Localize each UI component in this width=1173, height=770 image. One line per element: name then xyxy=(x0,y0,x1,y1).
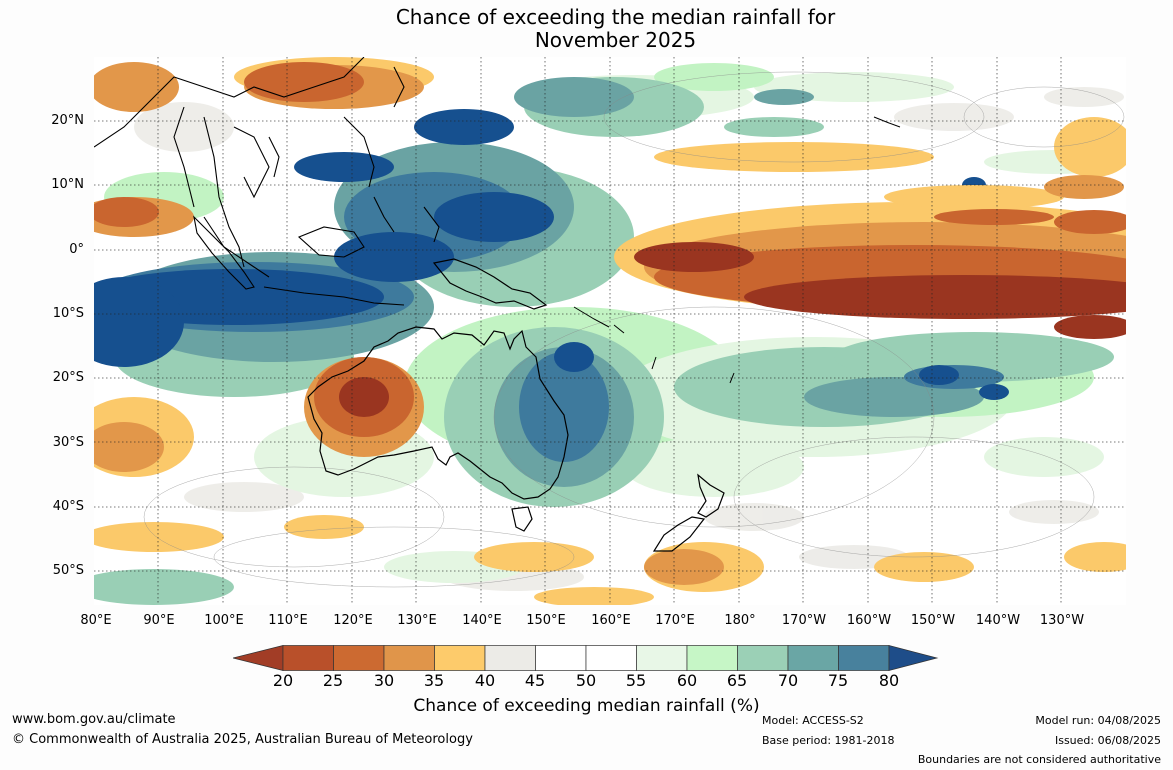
colorbar-tick-75: 75 xyxy=(827,671,849,690)
colorbar xyxy=(233,645,939,671)
new-zealand-coastline xyxy=(652,473,725,552)
colorbar-cell-75-80 xyxy=(838,645,890,671)
colorbar-extend-low xyxy=(233,645,284,671)
lon-label-150w: 150°W xyxy=(910,613,956,628)
lat-label-50s: 50°S xyxy=(52,563,84,578)
se-asia-coastline xyxy=(94,57,440,306)
lat-label-30s: 30°S xyxy=(52,435,84,450)
australia-coastline xyxy=(307,326,569,500)
lon-label-180: 180° xyxy=(724,613,756,628)
colorbar-tick-65: 65 xyxy=(726,671,748,690)
lon-label-140e: 140°E xyxy=(462,613,502,628)
colorbar-extend-high xyxy=(888,645,939,671)
colorbar-tick-55: 55 xyxy=(625,671,647,690)
footer-issued: Issued: 06/08/2025 xyxy=(1054,734,1161,747)
lon-label-140w: 140°W xyxy=(975,613,1021,628)
map-title-line2: November 2025 xyxy=(534,28,697,52)
colorbar-tick-50: 50 xyxy=(575,671,597,690)
colorbar-tick-40: 40 xyxy=(474,671,496,690)
lon-label-170e: 170°E xyxy=(655,613,695,628)
very-low-patches xyxy=(339,242,1126,417)
footer-base-period: Base period: 1981-2018 xyxy=(762,734,895,747)
lon-label-110e: 110°E xyxy=(268,613,308,628)
lon-label-100e: 100°E xyxy=(204,613,244,628)
lon-label-80e: 80°E xyxy=(80,613,112,628)
colorbar-tick-45: 45 xyxy=(524,671,546,690)
lat-label-10s: 10°S xyxy=(52,306,84,321)
graticule xyxy=(94,57,1126,605)
colorbar-tick-60: 60 xyxy=(676,671,698,690)
colorbar-cell-20-25 xyxy=(282,645,334,671)
lat-label-10n: 10°N xyxy=(51,177,84,192)
colorbar-cell-55-60 xyxy=(636,645,688,671)
colorbar-tick-25: 25 xyxy=(322,671,344,690)
contour-lines xyxy=(143,71,1125,588)
colorbar-tick-70: 70 xyxy=(777,671,799,690)
colorbar-cell-65-70 xyxy=(737,645,789,671)
colorbar-cell-30-35 xyxy=(383,645,435,671)
pacific-islands xyxy=(573,116,901,384)
tasmania-coastline xyxy=(511,506,533,532)
colorbar-cell-60-65 xyxy=(686,645,738,671)
colorbar-tick-20: 20 xyxy=(272,671,294,690)
colorbar-tick-35: 35 xyxy=(423,671,445,690)
footer-model: Model: ACCESS-S2 xyxy=(762,714,864,727)
colorbar-cell-35-40 xyxy=(434,645,486,671)
map-title-line1: Chance of exceeding the median rainfall … xyxy=(395,5,836,29)
lat-label-20s: 20°S xyxy=(52,370,84,385)
lat-label-20n: 20°N xyxy=(51,113,84,128)
colorbar-cell-40-45 xyxy=(484,645,536,671)
colorbar-label: Chance of exceeding median rainfall (%) xyxy=(413,696,760,716)
colorbar-cell-70-75 xyxy=(787,645,839,671)
colorbar-tick-80: 80 xyxy=(878,671,900,690)
colorbar-tick-30: 30 xyxy=(373,671,395,690)
sumatra-coastline xyxy=(193,215,255,290)
rainfall-probability-map xyxy=(94,57,1126,605)
lat-label-equator: 0° xyxy=(69,242,84,257)
lon-label-170w: 170°W xyxy=(781,613,827,628)
footer-disclaimer: Boundaries are not considered authoritat… xyxy=(917,753,1161,766)
lon-label-150e: 150°E xyxy=(526,613,566,628)
lon-label-120e: 120°E xyxy=(333,613,373,628)
new-guinea-coastline xyxy=(432,258,548,310)
colorbar-cell-50-55 xyxy=(585,645,637,671)
colorbar-cell-45-50 xyxy=(535,645,587,671)
lon-label-90e: 90°E xyxy=(143,613,175,628)
colorbar-cell-25-30 xyxy=(333,645,385,671)
lon-label-160w: 160°W xyxy=(846,613,892,628)
footer-website[interactable]: www.bom.gov.au/climate xyxy=(12,712,176,727)
lon-label-160e: 160°E xyxy=(591,613,631,628)
lon-label-130e: 130°E xyxy=(397,613,437,628)
dark-blue-patches xyxy=(94,109,1009,400)
lon-label-130w: 130°W xyxy=(1039,613,1085,628)
footer-copyright: © Commonwealth of Australia 2025, Austra… xyxy=(12,732,473,747)
lat-label-40s: 40°S xyxy=(52,499,84,514)
footer-model-run: Model run: 04/08/2025 xyxy=(1035,714,1161,727)
